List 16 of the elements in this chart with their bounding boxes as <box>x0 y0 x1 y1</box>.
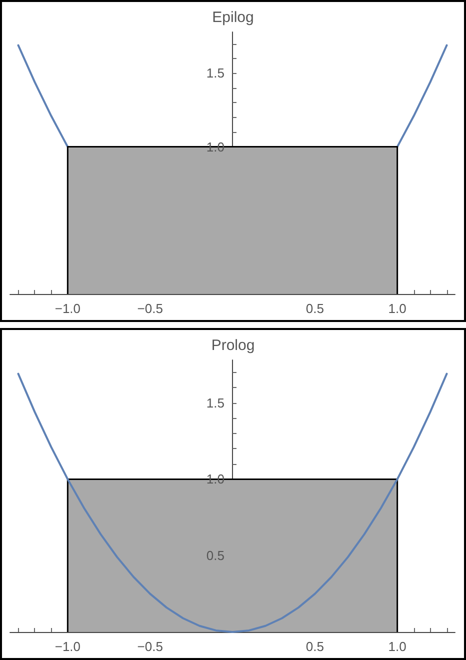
chart-title: Epilog <box>212 9 254 26</box>
x-tick-label: 0.5 <box>306 639 324 654</box>
x-tick-label: −1.0 <box>54 301 81 316</box>
y-tick-label: 1.0 <box>206 139 224 154</box>
y-tick-label: 1.5 <box>206 66 224 81</box>
x-tick-label: −0.5 <box>137 639 163 654</box>
x-tick-label: 1.0 <box>388 301 406 316</box>
y-tick-label: 0.5 <box>206 548 224 564</box>
x-tick-label: 1.0 <box>388 639 406 654</box>
x-tick-label: −0.5 <box>137 301 163 316</box>
line-series <box>17 372 448 633</box>
x-tick-label: 0.5 <box>306 301 324 316</box>
x-tick-label: −1.0 <box>54 639 81 654</box>
y-tick-label: 1.5 <box>206 395 224 410</box>
chart-title: Prolog <box>211 337 255 354</box>
y-tick-label: 1.0 <box>206 472 224 487</box>
